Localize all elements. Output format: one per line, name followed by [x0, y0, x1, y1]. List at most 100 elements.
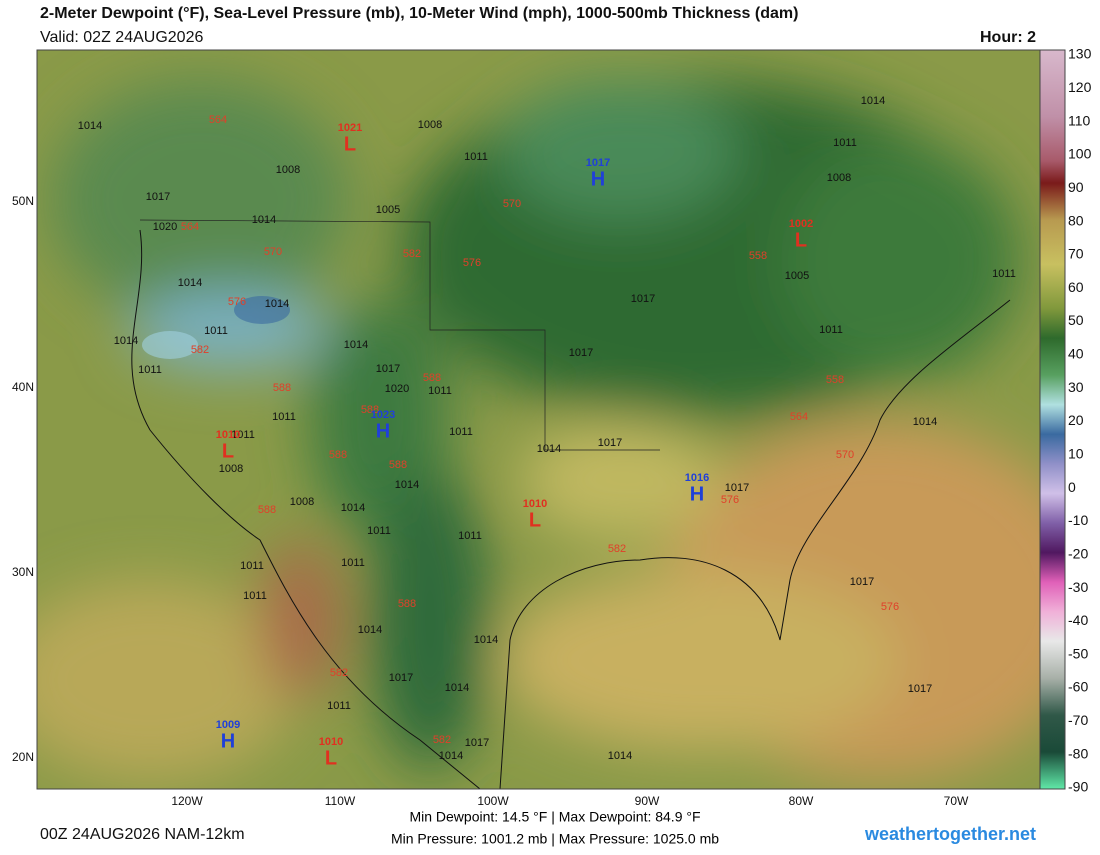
model-run: 00Z 24AUG2026 NAM-12km	[40, 826, 245, 843]
latitude-label: 20N	[12, 750, 34, 764]
longitude-label: 90W	[635, 794, 660, 808]
isobar-label: 1005	[376, 204, 400, 216]
isobar-label: 1011	[464, 151, 488, 163]
isobar-label: 1014	[178, 277, 202, 289]
thickness-label: 582	[433, 734, 451, 746]
pressure-center-value: 1010	[523, 498, 547, 510]
map-background	[37, 50, 1040, 789]
thickness-label: 564	[790, 411, 808, 423]
isobar-label: 1017	[146, 191, 170, 203]
isobar-label: 1014	[608, 750, 632, 762]
pressure-center-letter: H	[591, 168, 605, 190]
colorbar-label: -20	[1068, 545, 1088, 561]
isobar-label: 1017	[725, 482, 749, 494]
pressure-center-value: 1010	[319, 736, 343, 748]
colorbar-label: 80	[1068, 212, 1084, 228]
isobar-label: 1014	[358, 624, 382, 636]
pressure-center-letter: L	[222, 440, 234, 462]
pressure-center-letter: L	[325, 747, 337, 769]
colorbar-label: 90	[1068, 179, 1084, 195]
colorbar-label: 100	[1068, 146, 1092, 162]
isobar-label: 1011	[428, 385, 452, 397]
thickness-label: 576	[228, 296, 246, 308]
thickness-label: 582	[191, 344, 209, 356]
isobar-label: 1011	[449, 426, 473, 438]
colorbar-label: 120	[1068, 79, 1092, 95]
pressure-center-value: 1009	[216, 719, 240, 731]
thickness-label: 576	[721, 494, 739, 506]
isobar-label: 1014	[114, 335, 138, 347]
pressure-center-value: 1017	[586, 157, 610, 169]
colorbar-label: -50	[1068, 645, 1088, 661]
thickness-label: 588	[273, 382, 291, 394]
longitude-label: 120W	[171, 794, 203, 808]
isobar-label: 1020	[153, 221, 177, 233]
colorbar-label: 130	[1068, 46, 1092, 62]
isobar-label: 1014	[445, 682, 469, 694]
thickness-label: 570	[264, 246, 282, 258]
colorbar-label: -90	[1068, 779, 1088, 795]
isobar-label: 1017	[569, 347, 593, 359]
thickness-label: 564	[181, 221, 199, 233]
isobar-label: 1014	[252, 214, 276, 226]
isobar-label: 1011	[204, 325, 228, 337]
isobar-label: 1011	[819, 324, 843, 336]
isobar-label: 1017	[598, 437, 622, 449]
isobar-label: 1014	[439, 750, 463, 762]
thickness-label: 576	[881, 601, 899, 613]
thickness-label: 582	[330, 667, 348, 679]
isobar-label: 1005	[785, 270, 809, 282]
colorbar-label: 50	[1068, 312, 1084, 328]
isobar-label: 1014	[537, 443, 561, 455]
thickness-label: 570	[836, 449, 854, 461]
isobar-label: 1011	[458, 530, 482, 542]
pressure-center-letter: L	[529, 509, 541, 531]
isobar-label: 1014	[395, 479, 419, 491]
pressure-center-letter: L	[795, 229, 807, 251]
pressure-range: Min Pressure: 1001.2 mb | Max Pressure: …	[391, 831, 719, 847]
isobar-label: 1014	[341, 502, 365, 514]
pressure-center-letter: L	[344, 133, 356, 155]
thickness-label: 576	[463, 257, 481, 269]
isobar-label: 1017	[465, 737, 489, 749]
longitude-label: 100W	[477, 794, 509, 808]
colorbar-label: -60	[1068, 679, 1088, 695]
isobar-label: 1011	[272, 411, 296, 423]
thickness-label: 570	[503, 198, 521, 210]
forecast-hour: Hour: 2	[980, 29, 1036, 46]
colorbar-label: -30	[1068, 579, 1088, 595]
pressure-center-value: 1016	[685, 472, 709, 484]
isobar-label: 1011	[138, 364, 162, 376]
isobar-label: 1008	[276, 164, 300, 176]
isobar-label: 1008	[219, 463, 243, 475]
isobar-label: 1011	[327, 700, 351, 712]
thickness-label: 588	[329, 449, 347, 461]
isobar-label: 1011	[992, 268, 1016, 280]
pressure-center-letter: H	[221, 730, 235, 752]
isobar-label: 1011	[240, 560, 264, 572]
longitude-label: 80W	[789, 794, 814, 808]
colorbar-label: 10	[1068, 446, 1084, 462]
isobar-label: 1014	[474, 634, 498, 646]
colorbar-label: -70	[1068, 712, 1088, 728]
latitude-label: 50N	[12, 194, 34, 208]
colorbar-label: -40	[1068, 612, 1088, 628]
pressure-center-value: 1021	[338, 122, 362, 134]
colorbar-label: -10	[1068, 512, 1088, 528]
isobar-label: 1011	[341, 557, 365, 569]
isobar-label: 1014	[913, 416, 937, 428]
thickness-label: 588	[389, 459, 407, 471]
longitude-label: 110W	[325, 794, 356, 808]
isobar-label: 1008	[418, 119, 442, 131]
isobar-label: 1014	[861, 95, 885, 107]
colorbar-label: 60	[1068, 279, 1084, 295]
isobar-label: 1008	[290, 496, 314, 508]
pressure-center-value: 1010	[216, 429, 240, 441]
latitude-label: 40N	[12, 380, 34, 394]
thickness-label: 582	[403, 248, 421, 260]
dewpoint-range: Min Dewpoint: 14.5 °F | Max Dewpoint: 84…	[409, 809, 700, 825]
isobar-label: 1020	[385, 383, 409, 395]
thickness-label: 588	[423, 372, 441, 384]
